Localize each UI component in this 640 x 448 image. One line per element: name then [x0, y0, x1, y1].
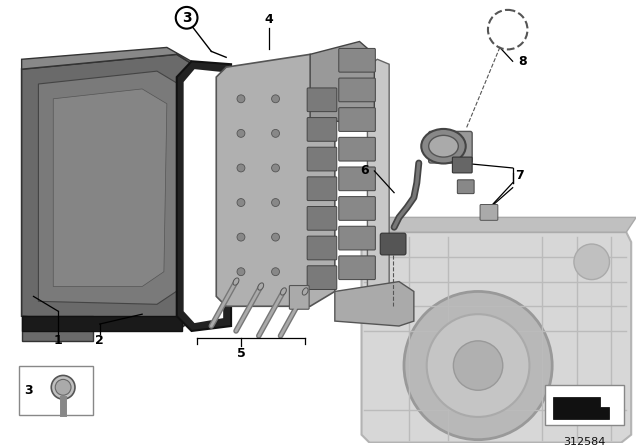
Text: 5: 5 — [237, 347, 245, 360]
Polygon shape — [310, 42, 374, 124]
FancyBboxPatch shape — [307, 266, 337, 289]
Text: 2: 2 — [95, 334, 104, 347]
Circle shape — [271, 233, 280, 241]
FancyBboxPatch shape — [307, 117, 337, 141]
Text: 3: 3 — [182, 11, 191, 25]
Circle shape — [453, 341, 503, 390]
Circle shape — [271, 164, 280, 172]
Circle shape — [237, 164, 245, 172]
FancyBboxPatch shape — [339, 226, 375, 250]
FancyBboxPatch shape — [339, 48, 375, 72]
Circle shape — [237, 95, 245, 103]
FancyBboxPatch shape — [380, 233, 406, 255]
Polygon shape — [184, 69, 223, 323]
FancyBboxPatch shape — [289, 285, 309, 309]
FancyBboxPatch shape — [307, 207, 337, 230]
Circle shape — [271, 198, 280, 207]
Ellipse shape — [302, 288, 308, 295]
FancyBboxPatch shape — [307, 236, 337, 260]
Polygon shape — [53, 89, 167, 287]
Circle shape — [271, 129, 280, 138]
Circle shape — [271, 95, 280, 103]
Polygon shape — [362, 232, 631, 443]
Circle shape — [176, 7, 198, 29]
Ellipse shape — [280, 288, 286, 295]
FancyBboxPatch shape — [19, 366, 93, 415]
Polygon shape — [22, 316, 93, 341]
Circle shape — [427, 314, 529, 417]
Polygon shape — [177, 61, 231, 331]
FancyBboxPatch shape — [339, 197, 375, 220]
Circle shape — [237, 268, 245, 276]
Polygon shape — [22, 54, 216, 331]
Ellipse shape — [233, 278, 239, 285]
Polygon shape — [216, 54, 335, 306]
Circle shape — [237, 198, 245, 207]
Circle shape — [237, 233, 245, 241]
Text: 312584: 312584 — [564, 437, 606, 447]
FancyBboxPatch shape — [307, 177, 337, 201]
Text: 7: 7 — [515, 169, 524, 182]
Polygon shape — [22, 47, 216, 79]
FancyBboxPatch shape — [458, 180, 474, 194]
Circle shape — [271, 268, 280, 276]
Polygon shape — [369, 217, 636, 232]
FancyBboxPatch shape — [307, 88, 337, 112]
Ellipse shape — [429, 135, 458, 157]
FancyBboxPatch shape — [452, 157, 472, 173]
FancyBboxPatch shape — [339, 256, 375, 280]
Text: 4: 4 — [264, 13, 273, 26]
FancyBboxPatch shape — [429, 131, 472, 163]
Text: 3: 3 — [24, 384, 33, 397]
FancyBboxPatch shape — [339, 167, 375, 191]
Text: 6: 6 — [360, 164, 369, 177]
Ellipse shape — [421, 129, 466, 164]
FancyBboxPatch shape — [545, 385, 624, 425]
FancyBboxPatch shape — [480, 205, 498, 220]
FancyBboxPatch shape — [339, 108, 375, 131]
FancyBboxPatch shape — [307, 147, 337, 171]
Circle shape — [55, 379, 71, 395]
Polygon shape — [367, 59, 389, 302]
Polygon shape — [22, 316, 182, 331]
Circle shape — [51, 375, 75, 399]
Circle shape — [404, 292, 552, 439]
FancyBboxPatch shape — [339, 78, 375, 102]
Circle shape — [237, 129, 245, 138]
Polygon shape — [38, 71, 187, 304]
Polygon shape — [553, 397, 609, 419]
Ellipse shape — [258, 283, 264, 290]
Text: 1: 1 — [54, 334, 63, 347]
Circle shape — [574, 244, 609, 280]
Text: 8: 8 — [518, 55, 527, 68]
FancyBboxPatch shape — [339, 138, 375, 161]
Polygon shape — [335, 282, 414, 326]
